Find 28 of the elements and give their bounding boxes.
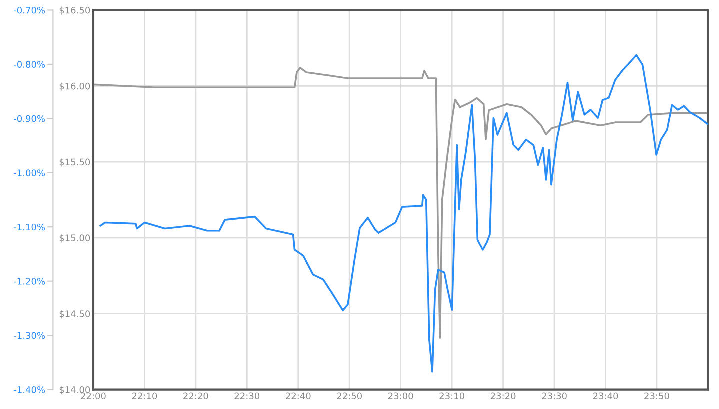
- y2-tick-label: -1.40%: [14, 386, 46, 394]
- x-tick-label: 23:50: [644, 392, 670, 400]
- x-tick-label: 22:10: [132, 392, 158, 400]
- y-tick-label: $16.50: [60, 6, 90, 15]
- y2-tick-label: -1.10%: [14, 224, 46, 231]
- x-tick-label: 22:00: [81, 392, 106, 400]
- y-tick-label: $15.50: [60, 158, 90, 167]
- x-tick-label: 23:00: [388, 392, 414, 400]
- y2-tick-label: -0.80%: [14, 61, 46, 68]
- x-tick-label: 23:20: [490, 392, 516, 400]
- y2-tick-label: -1.30%: [14, 332, 46, 340]
- line-series: [100, 54, 708, 373]
- x-tick-label: 22:20: [184, 392, 208, 400]
- y-tick-label: $16.00: [60, 82, 90, 91]
- y-tick-label: $14.50: [60, 310, 90, 319]
- x-tick-label: 23:40: [593, 392, 618, 400]
- x-tick-label: 23:10: [440, 392, 464, 400]
- line-series: [93, 67, 708, 340]
- y2-tick-label: -1.00%: [14, 170, 46, 176]
- x-tick-label: 22:50: [337, 392, 362, 400]
- y-tick-label: $15.00: [60, 234, 90, 243]
- y2-tick-label: -0.70%: [14, 6, 46, 14]
- x-tick-label: 23:30: [542, 392, 567, 400]
- x-tick-label: 22:30: [234, 392, 260, 400]
- x-tick-label: 22:40: [286, 392, 311, 400]
- y-tick-label: $14.00: [60, 386, 90, 395]
- y2-tick-label: -1.20%: [14, 278, 46, 285]
- y2-tick-label: -0.90%: [14, 115, 46, 122]
